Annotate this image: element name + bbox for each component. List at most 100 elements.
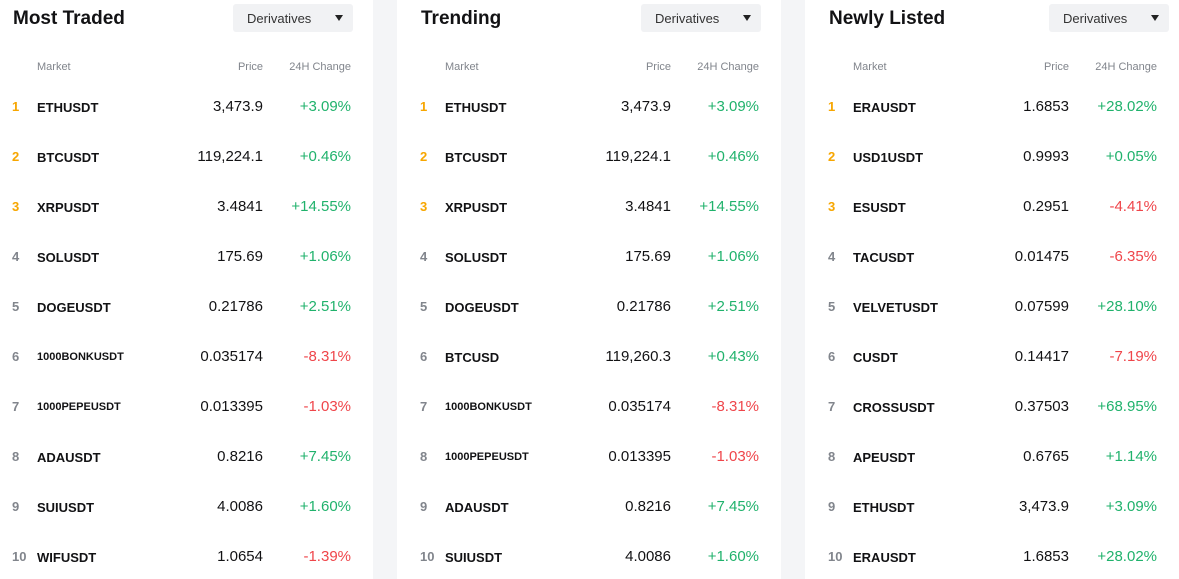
market-row[interactable]: 5 VELVETUSDT 0.07599 +28.10% — [805, 298, 1179, 349]
symbol-name[interactable]: WIFUSDT — [37, 550, 97, 565]
market-row[interactable]: 4 SOLUSDT 175.69 +1.06% — [397, 248, 781, 299]
market-row[interactable]: 7 1000BONKUSDT 0.035174 -8.31% — [397, 398, 781, 449]
caret-down-icon — [743, 15, 751, 21]
market-row[interactable]: 10 ERAUSDT 1.6853 +28.02% — [805, 548, 1179, 579]
symbol-name[interactable]: 1000BONKUSDT — [37, 351, 124, 363]
symbol-name[interactable]: ESUSDT — [853, 200, 906, 215]
symbol-name[interactable]: ETHUSDT — [37, 100, 99, 115]
panel-header: Newly Listed Derivatives — [829, 0, 1169, 36]
symbol-name[interactable]: 1000PEPEUSDT — [37, 401, 121, 413]
symbol-name[interactable]: DOGEUSDT — [37, 300, 111, 315]
change-percent: +14.55% — [291, 198, 351, 215]
market-row[interactable]: 5 DOGEUSDT 0.21786 +2.51% — [0, 298, 373, 349]
rank-number: 3 — [828, 199, 836, 214]
panel-title: Trending — [421, 8, 502, 29]
rank-number: 3 — [420, 199, 428, 214]
market-row[interactable]: 4 SOLUSDT 175.69 +1.06% — [0, 248, 373, 299]
market-row[interactable]: 9 SUIUSDT 4.0086 +1.60% — [0, 498, 373, 549]
market-row[interactable]: 3 ESUSDT 0.2951 -4.41% — [805, 198, 1179, 249]
market-row[interactable]: 1 ETHUSDT 3,473.9 +3.09% — [397, 98, 781, 149]
market-row[interactable]: 10 WIFUSDT 1.0654 -1.39% — [0, 548, 373, 579]
rank-number: 2 — [12, 149, 20, 164]
symbol-name[interactable]: BTCUSDT — [37, 150, 100, 165]
symbol-name[interactable]: ERAUSDT — [853, 550, 916, 565]
symbol-name[interactable]: USD1USDT — [853, 150, 924, 165]
change-percent: +28.02% — [1097, 98, 1157, 115]
category-dropdown[interactable]: Derivatives — [233, 4, 353, 32]
last-price: 3,473.9 — [620, 98, 671, 115]
category-dropdown[interactable]: Derivatives — [1049, 4, 1169, 32]
symbol-name[interactable]: XRPUSDT — [37, 200, 100, 215]
change-percent: +3.09% — [299, 98, 351, 115]
rank-number: 6 — [420, 349, 428, 364]
symbol-name[interactable]: ETHUSDT — [445, 100, 507, 115]
rank-number: 10 — [420, 549, 435, 564]
rank-number: 1 — [12, 99, 20, 114]
symbol-name[interactable]: ADAUSDT — [37, 450, 101, 465]
caret-down-icon — [1151, 15, 1159, 21]
last-price: 1.6853 — [1023, 548, 1069, 565]
dropdown-value: Derivatives — [655, 11, 720, 26]
last-price: 0.21786 — [208, 298, 263, 315]
column-header-price: Price — [645, 61, 671, 73]
change-percent: +0.46% — [707, 148, 759, 165]
rank-number: 9 — [12, 499, 20, 514]
last-price: 119,260.3 — [605, 348, 671, 365]
market-row[interactable]: 2 BTCUSDT 119,224.1 +0.46% — [397, 148, 781, 199]
column-header-price: Price — [237, 61, 263, 73]
market-row[interactable]: 8 ADAUSDT 0.8216 +7.45% — [0, 448, 373, 499]
symbol-name[interactable]: VELVETUSDT — [853, 300, 938, 315]
rank-number: 9 — [420, 499, 428, 514]
market-row[interactable]: 4 TACUSDT 0.01475 -6.35% — [805, 248, 1179, 299]
last-price: 175.69 — [217, 248, 263, 265]
symbol-name[interactable]: CROSSUSDT — [853, 400, 935, 415]
last-price: 0.2951 — [1023, 198, 1069, 215]
market-row[interactable]: 10 SUIUSDT 4.0086 +1.60% — [397, 548, 781, 579]
market-row[interactable]: 7 CROSSUSDT 0.37503 +68.95% — [805, 398, 1179, 449]
change-percent: +14.55% — [699, 198, 759, 215]
change-percent: +0.43% — [707, 348, 759, 365]
change-percent: +68.95% — [1097, 398, 1157, 415]
rank-number: 10 — [828, 549, 843, 564]
market-row[interactable]: 7 1000PEPEUSDT 0.013395 -1.03% — [0, 398, 373, 449]
market-row[interactable]: 2 USD1USDT 0.9993 +0.05% — [805, 148, 1179, 199]
symbol-name[interactable]: BTCUSD — [445, 350, 500, 365]
symbol-name[interactable]: APEUSDT — [853, 450, 916, 465]
symbol-name[interactable]: ERAUSDT — [853, 100, 916, 115]
symbol-name[interactable]: CUSDT — [853, 350, 898, 365]
symbol-name[interactable]: 1000PEPEUSDT — [445, 451, 529, 463]
market-row[interactable]: 9 ETHUSDT 3,473.9 +3.09% — [805, 498, 1179, 549]
panel-title: Most Traded — [13, 8, 125, 29]
market-row[interactable]: 6 BTCUSD 119,260.3 +0.43% — [397, 348, 781, 399]
change-percent: +2.51% — [707, 298, 759, 315]
category-dropdown[interactable]: Derivatives — [641, 4, 761, 32]
symbol-name[interactable]: XRPUSDT — [445, 200, 508, 215]
symbol-name[interactable]: SOLUSDT — [37, 250, 100, 265]
market-row[interactable]: 3 XRPUSDT 3.4841 +14.55% — [397, 198, 781, 249]
symbol-name[interactable]: SOLUSDT — [445, 250, 508, 265]
market-row[interactable]: 1 ERAUSDT 1.6853 +28.02% — [805, 98, 1179, 149]
symbol-name[interactable]: SUIUSDT — [445, 550, 503, 565]
market-row[interactable]: 9 ADAUSDT 0.8216 +7.45% — [397, 498, 781, 549]
symbol-name[interactable]: 1000BONKUSDT — [445, 401, 532, 413]
symbol-name[interactable]: ETHUSDT — [853, 500, 915, 515]
market-row[interactable]: 5 DOGEUSDT 0.21786 +2.51% — [397, 298, 781, 349]
market-row[interactable]: 6 1000BONKUSDT 0.035174 -8.31% — [0, 348, 373, 399]
market-row[interactable]: 6 CUSDT 0.14417 -7.19% — [805, 348, 1179, 399]
market-row[interactable]: 1 ETHUSDT 3,473.9 +3.09% — [0, 98, 373, 149]
rank-number: 9 — [828, 499, 836, 514]
market-row[interactable]: 8 APEUSDT 0.6765 +1.14% — [805, 448, 1179, 499]
market-row[interactable]: 8 1000PEPEUSDT 0.013395 -1.03% — [397, 448, 781, 499]
market-row[interactable]: 2 BTCUSDT 119,224.1 +0.46% — [0, 148, 373, 199]
symbol-name[interactable]: BTCUSDT — [445, 150, 508, 165]
change-percent: +28.10% — [1097, 298, 1157, 315]
symbol-name[interactable]: ADAUSDT — [445, 500, 509, 515]
symbol-name[interactable]: DOGEUSDT — [445, 300, 519, 315]
panel-header: Most Traded Derivatives — [13, 0, 353, 36]
symbol-name[interactable]: TACUSDT — [853, 250, 915, 265]
change-percent: -7.19% — [1109, 348, 1157, 365]
column-headers: Market Price 24H Change — [805, 61, 1179, 75]
symbol-name[interactable]: SUIUSDT — [37, 500, 95, 515]
change-percent: +1.14% — [1105, 448, 1157, 465]
market-row[interactable]: 3 XRPUSDT 3.4841 +14.55% — [0, 198, 373, 249]
